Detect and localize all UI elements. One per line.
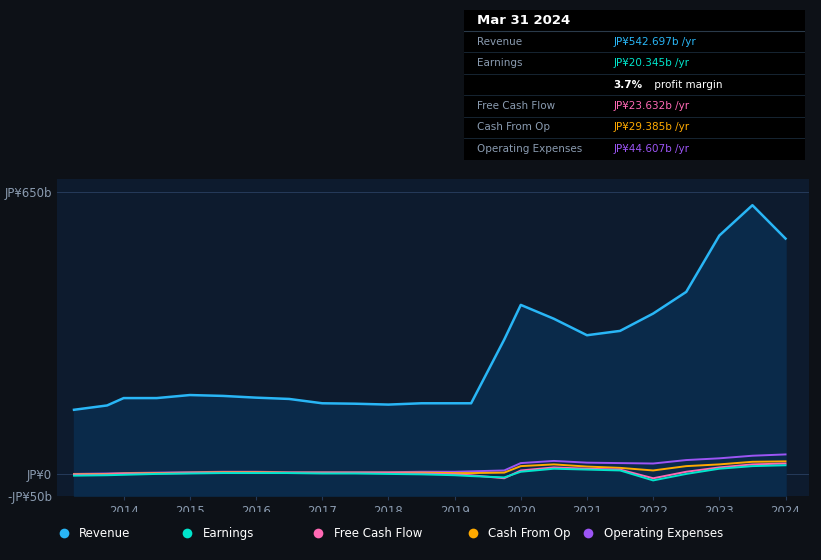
Text: profit margin: profit margin	[651, 80, 722, 90]
Text: Operating Expenses: Operating Expenses	[478, 144, 583, 154]
Text: 3.7%: 3.7%	[614, 80, 643, 90]
Text: JP¥29.385b /yr: JP¥29.385b /yr	[614, 123, 690, 133]
Text: Cash From Op: Cash From Op	[478, 123, 551, 133]
Text: Earnings: Earnings	[203, 527, 254, 540]
Text: JP¥20.345b /yr: JP¥20.345b /yr	[614, 58, 690, 68]
Text: Revenue: Revenue	[79, 527, 131, 540]
Text: Cash From Op: Cash From Op	[488, 527, 571, 540]
Text: Free Cash Flow: Free Cash Flow	[478, 101, 556, 111]
Text: JP¥542.697b /yr: JP¥542.697b /yr	[614, 36, 696, 46]
Text: Free Cash Flow: Free Cash Flow	[334, 527, 422, 540]
Text: Revenue: Revenue	[478, 36, 523, 46]
Text: JP¥23.632b /yr: JP¥23.632b /yr	[614, 101, 690, 111]
Text: JP¥44.607b /yr: JP¥44.607b /yr	[614, 144, 690, 154]
Text: Earnings: Earnings	[478, 58, 523, 68]
Text: Operating Expenses: Operating Expenses	[604, 527, 723, 540]
Text: Mar 31 2024: Mar 31 2024	[478, 14, 571, 27]
